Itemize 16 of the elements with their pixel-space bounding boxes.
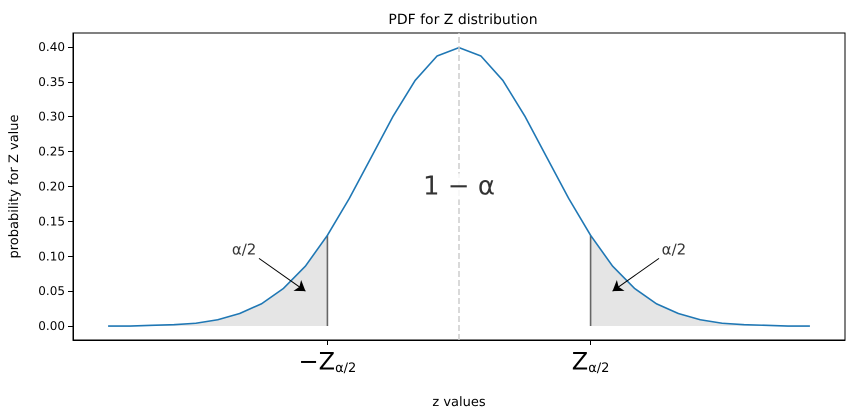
y-tick-label: 0.20 <box>38 180 65 194</box>
y-axis-title: probability for Z value <box>7 114 22 259</box>
line-series <box>107 46 811 327</box>
annotation: α/2 <box>662 240 686 258</box>
chart-title: PDF for Z distribution <box>388 12 538 28</box>
y-tick-label: 0.35 <box>38 74 65 89</box>
y-tick-label: 0.10 <box>38 249 65 264</box>
y-tick-label: 0.30 <box>38 110 65 124</box>
y-tick-label: 0.25 <box>38 144 65 159</box>
y-tick-label: 0.15 <box>38 214 65 228</box>
x-axis-title: z values <box>432 395 486 410</box>
y-tick-label: 0.05 <box>38 284 65 298</box>
y-tick-label: 0.00 <box>38 319 65 334</box>
annotation: α/2 <box>232 240 256 258</box>
y-tick-label: 0.40 <box>38 40 65 54</box>
annotation: 1 − α <box>423 172 495 202</box>
